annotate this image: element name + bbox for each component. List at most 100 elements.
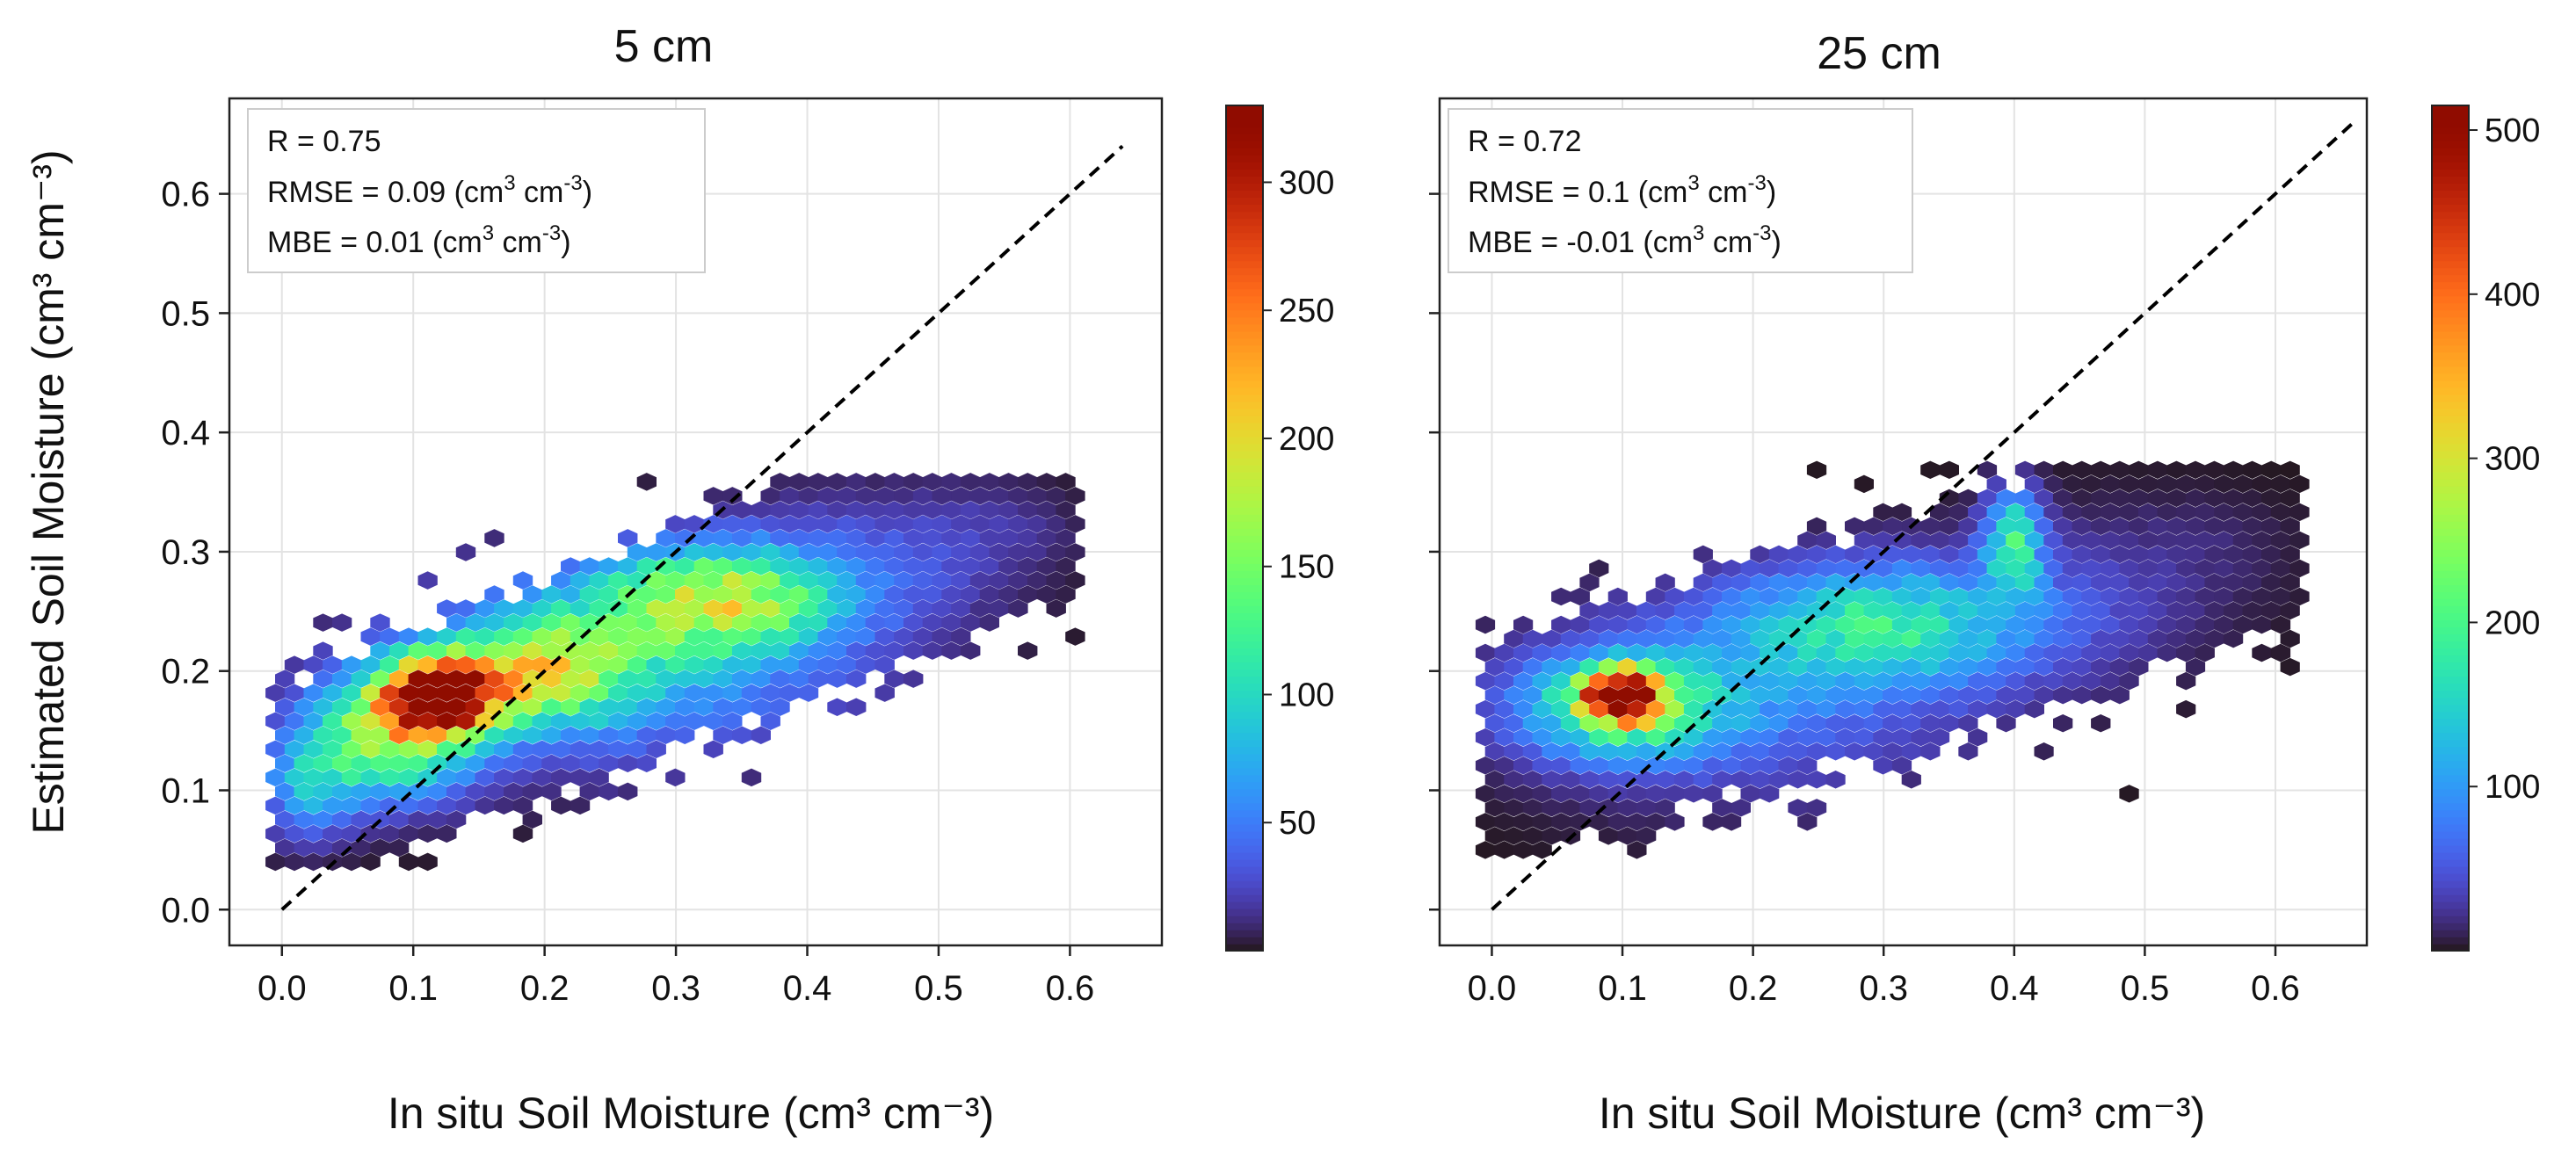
colorbar-segment bbox=[1226, 872, 1263, 881]
hexbin-cell bbox=[979, 613, 999, 632]
colorbar-segment bbox=[2432, 274, 2469, 283]
hexbin-cell bbox=[541, 782, 562, 801]
colorbar-segment bbox=[2432, 577, 2469, 585]
hexbin-cell bbox=[961, 641, 981, 660]
colorbar-segment bbox=[1226, 528, 1263, 536]
colorbar-segment bbox=[1226, 556, 1263, 564]
colorbar-tick-label: 300 bbox=[1279, 164, 1334, 201]
hexbin-cell bbox=[313, 641, 333, 660]
hexbin-cell bbox=[2195, 643, 2215, 662]
colorbar-segment bbox=[1226, 760, 1263, 769]
colorbar-segment bbox=[2432, 901, 2469, 909]
colorbar-tick-label: 250 bbox=[1279, 293, 1334, 329]
colorbar-segment bbox=[1226, 563, 1263, 571]
hexbin-cell bbox=[2109, 685, 2130, 705]
colorbar-segment bbox=[1226, 683, 1263, 691]
colorbar-segment bbox=[2432, 837, 2469, 846]
hexbin-cell bbox=[2053, 713, 2073, 733]
colorbar-segment bbox=[2432, 281, 2469, 290]
colorbar-segment bbox=[2432, 513, 2469, 522]
colorbar-segment bbox=[2432, 662, 2469, 670]
colorbar-segment bbox=[1226, 197, 1263, 206]
colorbar-segment bbox=[1226, 887, 1263, 895]
colorbar-segment bbox=[2432, 633, 2469, 642]
stats-mbe: MBE = 0.01 (cm3 cm-3) bbox=[267, 221, 571, 259]
colorbar-segment bbox=[1226, 394, 1263, 402]
hexbin-cell bbox=[1958, 713, 1978, 733]
hexbin-cell bbox=[1920, 742, 1941, 761]
hexbin-cell bbox=[2176, 671, 2196, 691]
hexbin-cell bbox=[1579, 573, 1600, 592]
colorbar-segment bbox=[2432, 387, 2469, 395]
colorbar-segment bbox=[2432, 872, 2469, 881]
colorbar-segment bbox=[2432, 549, 2469, 557]
colorbar-segment bbox=[1226, 943, 1263, 952]
colorbar-segment bbox=[1226, 478, 1263, 487]
colorbar-segment bbox=[2432, 535, 2469, 543]
colorbar-segment bbox=[2432, 394, 2469, 402]
hexbin-cell bbox=[741, 768, 762, 787]
hexbin-cell bbox=[512, 571, 533, 590]
colorbar-segment bbox=[1226, 351, 1263, 360]
colorbar-segment bbox=[1226, 127, 1263, 134]
panel-5cm: 5 cm 0.0 0.1 0.2 0.3 0.4 0.5 0.60.00.10.20.30.… bbox=[161, 21, 1334, 1138]
colorbar-segment bbox=[1226, 169, 1263, 177]
hexbin-cell bbox=[1475, 615, 1496, 634]
hexbin-cell bbox=[1655, 573, 1675, 592]
hexbin-cell bbox=[1968, 728, 1988, 747]
colorbar-segment bbox=[2432, 169, 2469, 177]
hexbin-cell bbox=[274, 670, 295, 688]
hexbin-cell bbox=[484, 585, 504, 604]
colorbar-segment bbox=[2432, 253, 2469, 262]
hexbin-cell bbox=[2280, 460, 2300, 480]
hexbin-cell bbox=[446, 810, 467, 829]
hexbin-cell bbox=[1665, 813, 1685, 831]
hexbin-cell bbox=[417, 852, 438, 872]
x-tick-label: 0.2 bbox=[520, 969, 570, 1008]
colorbar-segment bbox=[1226, 190, 1263, 199]
colorbar-segment bbox=[1226, 260, 1263, 269]
colorbar-segment bbox=[2432, 408, 2469, 416]
colorbar-segment bbox=[2432, 337, 2469, 346]
colorbar-segment bbox=[2432, 506, 2469, 515]
colorbar-segment bbox=[2432, 619, 2469, 628]
colorbar-segment bbox=[2432, 520, 2469, 529]
hexbin-cell bbox=[874, 684, 895, 702]
hexbin-cell bbox=[1607, 587, 1628, 606]
colorbar-segment bbox=[1226, 858, 1263, 867]
colorbar-segment bbox=[2432, 626, 2469, 635]
colorbar-segment bbox=[2432, 584, 2469, 592]
colorbar-segment bbox=[2432, 683, 2469, 691]
colorbar-segment bbox=[1226, 232, 1263, 241]
colorbar-segment bbox=[2432, 197, 2469, 206]
hexbin-cell bbox=[1655, 799, 1675, 817]
hexbin-cell bbox=[845, 698, 867, 717]
colorbar-segment bbox=[2432, 323, 2469, 332]
hexbin-cell bbox=[1816, 531, 1836, 550]
hexbin-cell bbox=[2176, 699, 2196, 719]
hexbin-cell bbox=[903, 670, 924, 688]
hexbin-cell bbox=[417, 571, 438, 590]
plot-frame bbox=[1438, 97, 2369, 947]
colorbar-segment bbox=[1226, 366, 1263, 374]
colorbar-segment bbox=[1226, 485, 1263, 494]
hexbin-cell bbox=[2289, 474, 2310, 494]
hexbin-cell bbox=[2034, 742, 2054, 761]
colorbar-segment bbox=[1226, 450, 1263, 459]
colorbar-segment bbox=[1226, 119, 1263, 127]
colorbar-segment bbox=[1226, 436, 1263, 445]
hexbin-cell bbox=[2289, 559, 2310, 578]
hexbin-cell bbox=[617, 782, 638, 801]
colorbar-segment bbox=[1226, 148, 1263, 156]
colorbar-segment bbox=[1226, 288, 1263, 297]
colorbar-segment bbox=[1226, 823, 1263, 832]
colorbar-segment bbox=[1226, 837, 1263, 846]
colorbar-segment bbox=[2432, 127, 2469, 134]
hexbin-cells bbox=[1475, 460, 2310, 859]
colorbar-segment bbox=[1226, 183, 1263, 191]
hexbin-cell bbox=[2280, 629, 2300, 648]
colorbar-segment bbox=[2432, 190, 2469, 199]
colorbar-segment bbox=[1226, 676, 1263, 684]
hexbin-cell bbox=[1797, 756, 1818, 775]
colorbar-segment bbox=[1226, 908, 1263, 916]
